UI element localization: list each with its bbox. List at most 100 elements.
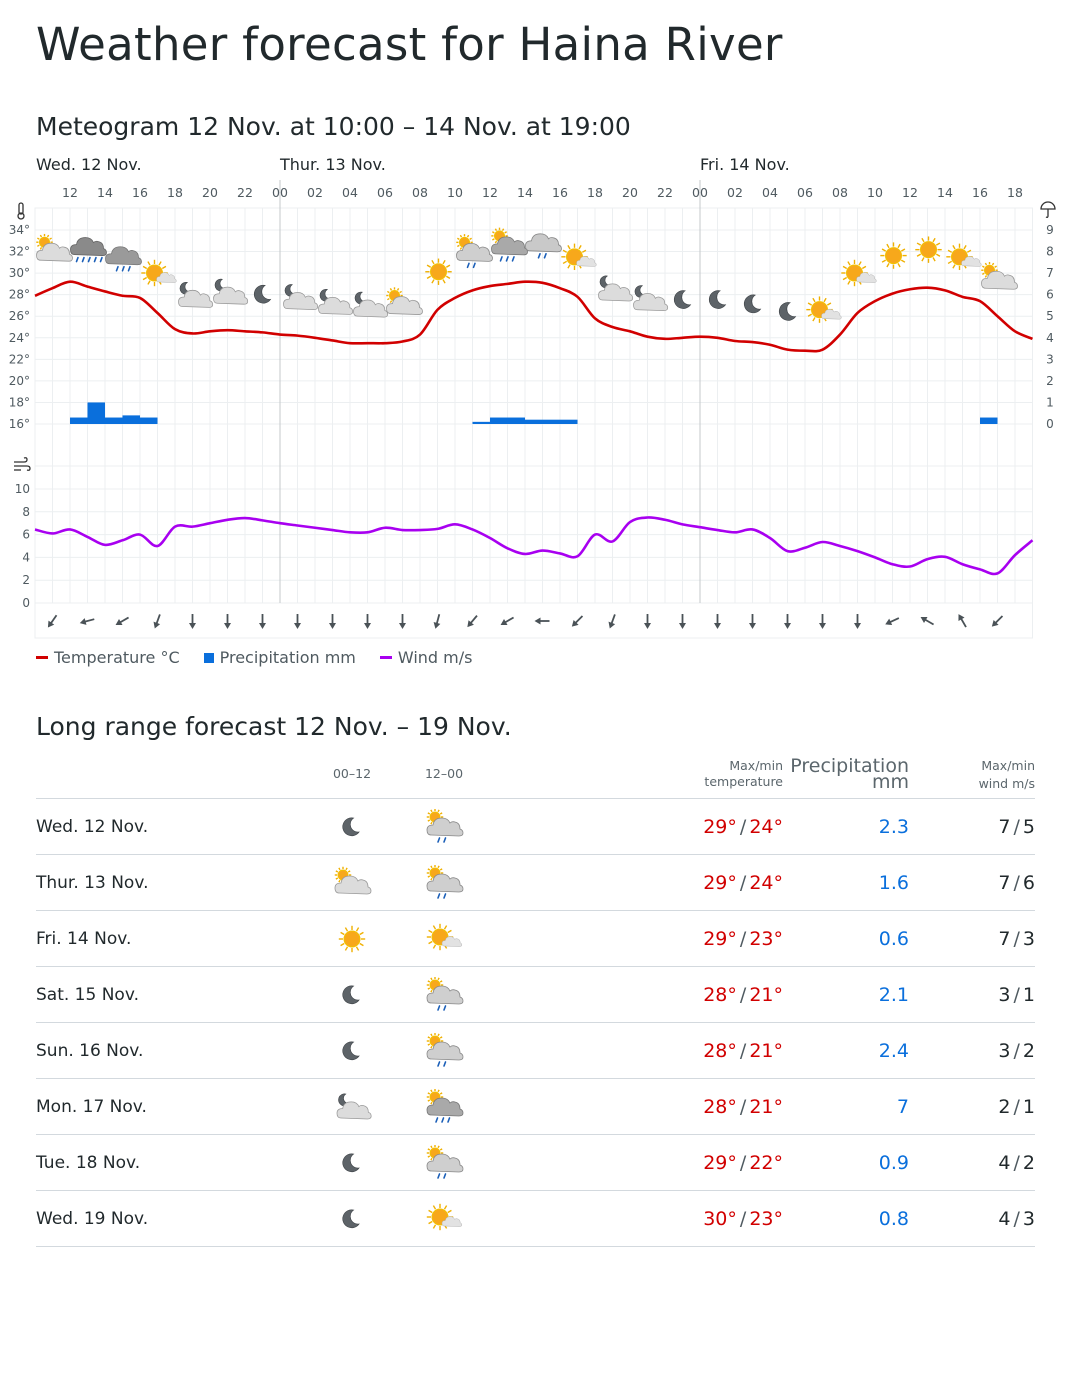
partly-cloudy-day-icon (981, 261, 1018, 290)
wind-direction-arrow-icon (679, 614, 686, 629)
day-label: Thur. 13 Nov. (36, 854, 306, 911)
hour-label: 16 (132, 185, 148, 200)
fair-day-icon (806, 296, 842, 323)
table-row[interactable]: Mon. 17 Nov. 28°/21° 7 2/1 (36, 1078, 1035, 1135)
wind-direction-arrow-icon (608, 614, 616, 629)
day-label: Sun. 16 Nov. (36, 1022, 306, 1079)
wind-direction-arrow-icon (819, 614, 826, 629)
table-row[interactable]: Thur. 13 Nov. 29°/24° 1.6 7/6 (36, 854, 1035, 911)
long-range-table: 00–12 12–00 Max/min temperature Precipita… (36, 750, 1035, 1247)
fair-day-icon (841, 259, 877, 287)
clear-night-icon (673, 290, 692, 309)
precipitation-value: 7 (783, 1078, 909, 1135)
temperature-line (34, 280, 1034, 353)
fair-day-icon (141, 259, 177, 287)
umbrella-icon (1040, 201, 1056, 218)
wind-direction-arrows (47, 614, 1004, 629)
max-min-temperature: 29°/24° (490, 854, 783, 911)
max-min-wind: 4/3 (909, 1190, 1035, 1247)
precipitation-bar (472, 421, 490, 424)
precipitation-bar (70, 417, 88, 424)
hour-label: 14 (517, 185, 533, 200)
wind-tick-label: 0 (22, 596, 30, 610)
table-row[interactable]: Fri. 14 Nov. 29°/23° 0.6 7/3 (36, 910, 1035, 967)
meteogram-title: Meteogram 12 Nov. at 10:00 – 14 Nov. at … (36, 112, 631, 141)
weather-icon-night (334, 866, 372, 894)
clear-night-icon (253, 284, 272, 304)
hour-label: 08 (412, 185, 428, 200)
precipitation-tick-label: 0 (1046, 417, 1054, 431)
table-row[interactable]: Sun. 16 Nov. 28°/21° 2.4 3/2 (36, 1022, 1035, 1079)
chart-axes: Wed. 12 Nov. Thur. 13 Nov. Fri. 14 Nov.12 1… (9, 155, 1054, 610)
wind-direction-arrow-icon (958, 614, 967, 628)
day-label: Wed. 19 Nov. (36, 1190, 306, 1247)
page-title: Weather forecast for Haina River (36, 18, 783, 71)
header-12-00: 12–00 (424, 766, 464, 781)
weather-icon-night (342, 1152, 360, 1172)
long-range-title: Long range forecast 12 Nov. – 19 Nov. (36, 712, 512, 741)
weather-icon-day (426, 1203, 463, 1230)
clear-night-icon (708, 290, 727, 309)
wind-icon (14, 457, 31, 471)
wind-direction-arrow-icon (749, 614, 756, 629)
precipitation-bar (105, 417, 123, 424)
weather-icon-night (342, 984, 360, 1004)
hour-label: 08 (832, 185, 848, 200)
day-label: Thur. 13 Nov. (279, 155, 386, 174)
hour-label: 14 (937, 185, 953, 200)
wind-direction-arrow-icon (571, 615, 584, 627)
wind-direction-arrow-icon (294, 614, 301, 629)
wind-direction-arrow-icon (885, 617, 900, 626)
max-min-temperature: 29°/23° (490, 910, 783, 967)
max-min-wind: 7/6 (909, 854, 1035, 911)
hour-label: 12 (62, 185, 78, 200)
legend-temperature-swatch (36, 656, 48, 659)
temperature-tick-label: 16° (9, 417, 30, 431)
hour-label: 00 (692, 185, 708, 200)
table-row[interactable]: Wed. 12 Nov. 29°/24° 2.3 7/5 (36, 798, 1035, 855)
max-min-temperature: 28°/21° (490, 966, 783, 1023)
weather-icon-night (338, 925, 366, 952)
day-label: Mon. 17 Nov. (36, 1078, 306, 1135)
temperature-tick-label: 22° (9, 352, 30, 366)
rain-icon (105, 246, 142, 272)
table-row[interactable]: Wed. 19 Nov. 30°/23° 0.8 4/3 (36, 1190, 1035, 1247)
precipitation-bar (507, 417, 525, 424)
precipitation-value: 2.3 (783, 798, 909, 855)
hour-label: 18 (1007, 185, 1023, 200)
hour-label: 16 (552, 185, 568, 200)
meteogram-chart: Wed. 12 Nov. Thur. 13 Nov. Fri. 14 Nov.12 1… (9, 155, 1056, 639)
max-min-temperature: 28°/21° (490, 1022, 783, 1079)
partly-cloudy-day-icon (36, 233, 73, 262)
wind-direction-arrow-icon (153, 614, 161, 629)
precipitation-bar (122, 415, 140, 424)
wind-direction-arrow-icon (79, 618, 95, 625)
max-min-temperature: 29°/22° (490, 1134, 783, 1191)
heavy-rain-icon (70, 237, 107, 263)
header-precipitation: Precipitation mm (790, 755, 909, 793)
hour-label: 04 (762, 185, 778, 200)
precipitation-tick-label: 3 (1046, 352, 1054, 366)
weather-icon-day (426, 1144, 464, 1179)
wind-direction-arrow-icon (467, 615, 478, 628)
table-row[interactable]: Sat. 15 Nov. 28°/21° 2.1 3/1 (36, 966, 1035, 1023)
hour-label: 06 (377, 185, 393, 200)
precipitation-tick-label: 9 (1046, 223, 1054, 237)
clear-day-icon (915, 236, 942, 263)
partly-cloudy-day-rain-icon (456, 234, 493, 269)
temperature-tick-label: 24° (9, 331, 30, 345)
temperature-tick-label: 32° (9, 245, 30, 259)
max-min-wind: 2/1 (909, 1078, 1035, 1135)
precipitation-bars (70, 402, 998, 424)
hour-label: 18 (587, 185, 603, 200)
table-row[interactable]: Tue. 18 Nov. 29°/22° 0.9 4/2 (36, 1134, 1035, 1191)
weather-icon-night (342, 1040, 360, 1060)
precipitation-value: 1.6 (783, 854, 909, 911)
partly-cloudy-day-icon (386, 287, 423, 315)
day-label: Tue. 18 Nov. (36, 1134, 306, 1191)
precipitation-tick-label: 4 (1046, 331, 1054, 345)
hour-label: 02 (727, 185, 743, 200)
legend-temperature: Temperature °C (54, 648, 180, 667)
day-label: Fri. 14 Nov. (36, 910, 306, 967)
clear-day-icon (880, 242, 907, 269)
